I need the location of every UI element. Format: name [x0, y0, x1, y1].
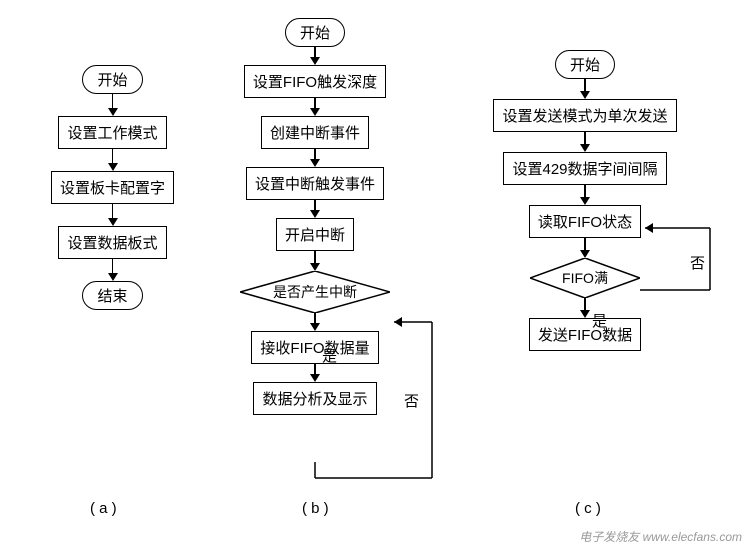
caption-c: ( c ) — [575, 500, 601, 517]
watermark: 电子发烧友 www.elecfans.com — [579, 528, 742, 545]
loop-c — [0, 0, 750, 551]
no-label: 否 — [690, 252, 705, 273]
yes-label: 是 — [592, 310, 607, 331]
